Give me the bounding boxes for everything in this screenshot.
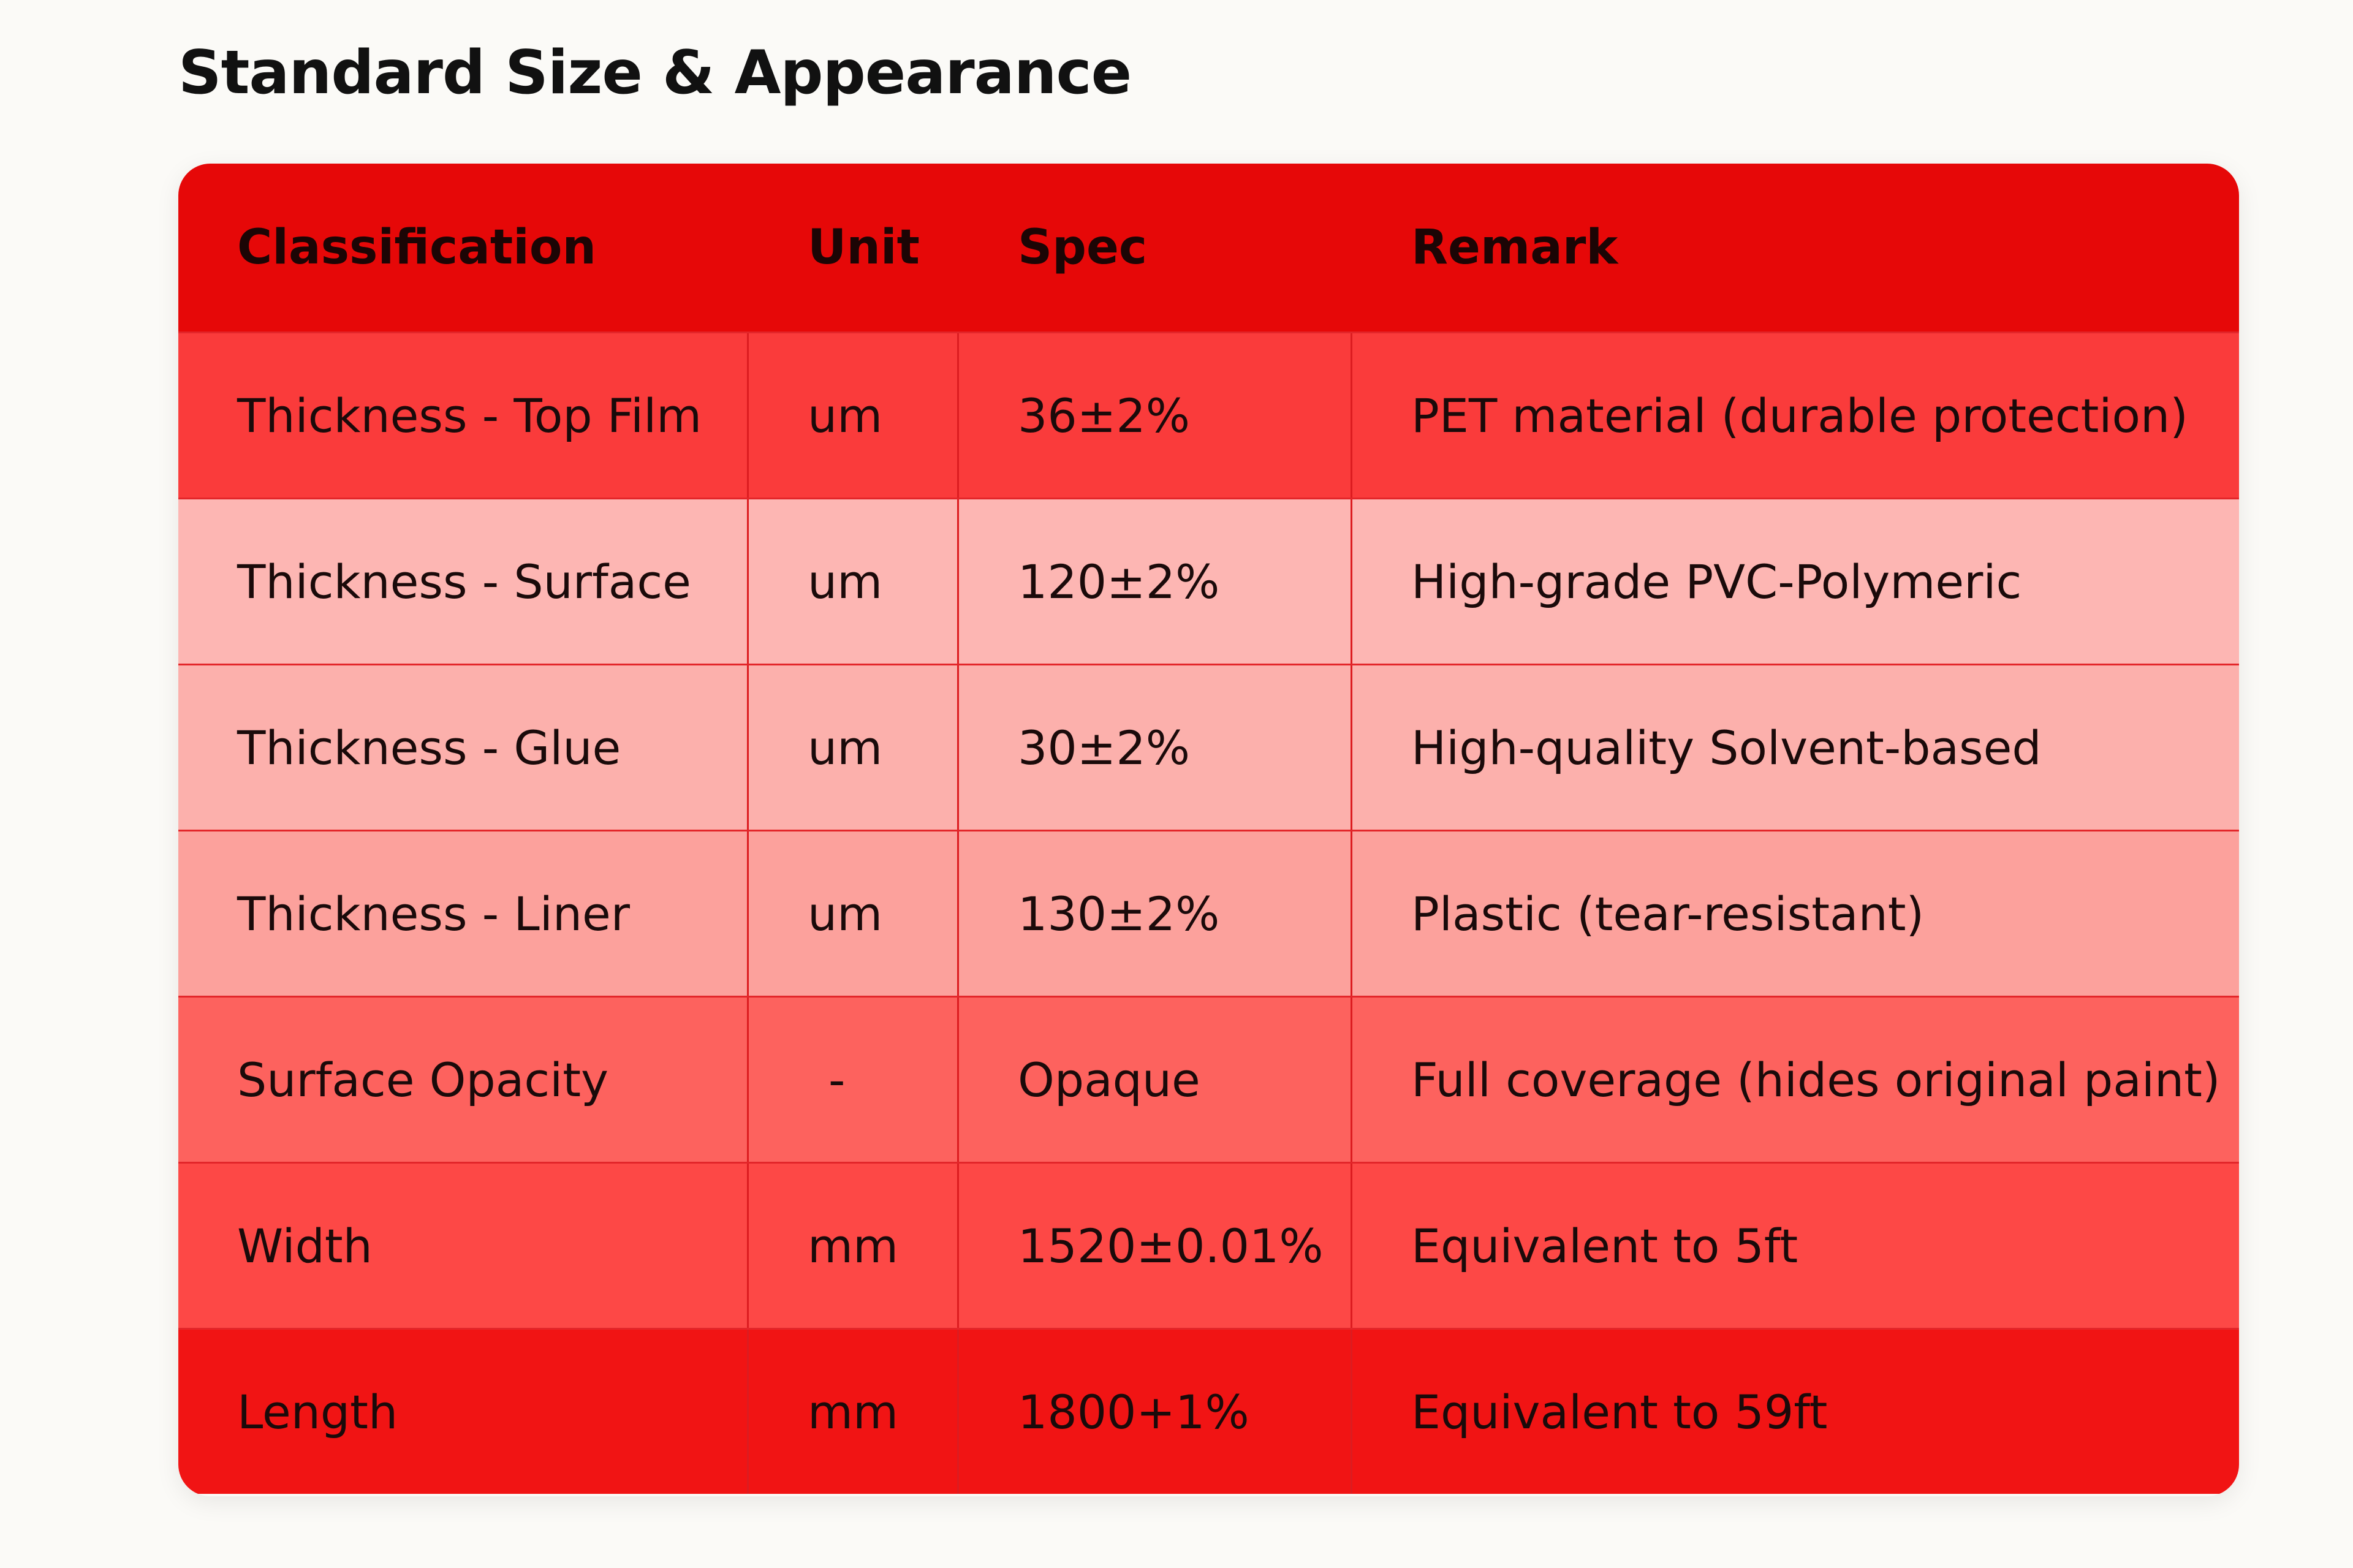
cell-spec: 1800+1% — [959, 1330, 1352, 1494]
cell-unit: mm — [749, 1330, 959, 1494]
cell-remark: PET material (durable protection) — [1411, 388, 2188, 443]
cell-remark: Plastic (tear-resistant) — [1411, 886, 1925, 941]
table-row: Thickness - Liner um 130±2% Plastic (tea… — [178, 830, 2239, 996]
cell-remark: High-quality Solvent-based — [1411, 720, 2042, 775]
cell-classification: Thickness - Top Film — [178, 333, 749, 498]
cell-classification: Thickness - Liner — [178, 831, 749, 996]
cell-classification: Thickness - Surface — [178, 499, 749, 664]
table-header-row: Classification Unit Spec Remark — [178, 164, 2239, 331]
cell-unit: mm — [749, 1164, 959, 1328]
table-row: Thickness - Glue um 30±2% High-quality S… — [178, 664, 2239, 830]
header-remark: Remark — [1411, 220, 1618, 275]
cell-spec: 30±2% — [959, 665, 1352, 830]
cell-spec: Opaque — [959, 998, 1352, 1162]
cell-unit: um — [749, 665, 959, 830]
header-unit: Unit — [808, 220, 920, 275]
table-row: Thickness - Top Film um 36±2% PET materi… — [178, 331, 2239, 498]
cell-classification: Length — [178, 1330, 749, 1494]
table-row: Surface Opacity - Opaque Full coverage (… — [178, 996, 2239, 1162]
spec-table: Classification Unit Spec Remark Thicknes… — [178, 164, 2239, 1496]
header-classification: Classification — [237, 220, 597, 275]
cell-remark: High-grade PVC-Polymeric — [1411, 554, 2022, 609]
cell-unit: um — [749, 499, 959, 664]
cell-classification: Surface Opacity — [178, 998, 749, 1162]
cell-remark: Full coverage (hides original paint) — [1411, 1052, 2221, 1107]
table-row: Width mm 1520±0.01% Equivalent to 5ft — [178, 1162, 2239, 1328]
page-title: Standard Size & Appearance — [178, 38, 1132, 108]
cell-spec: 36±2% — [959, 333, 1352, 498]
cell-unit: um — [749, 333, 959, 498]
cell-spec: 130±2% — [959, 831, 1352, 996]
table-row: Length mm 1800+1% Equivalent to 59ft — [178, 1328, 2239, 1494]
cell-unit: um — [749, 831, 959, 996]
table-row: Thickness - Surface um 120±2% High-grade… — [178, 498, 2239, 664]
header-spec: Spec — [1018, 220, 1148, 275]
cell-classification: Thickness - Glue — [178, 665, 749, 830]
cell-remark: Equivalent to 5ft — [1411, 1218, 1798, 1273]
cell-remark: Equivalent to 59ft — [1411, 1384, 1828, 1439]
cell-unit: - — [749, 998, 959, 1162]
cell-spec: 120±2% — [959, 499, 1352, 664]
cell-classification: Width — [178, 1164, 749, 1328]
cell-spec: 1520±0.01% — [959, 1164, 1352, 1328]
